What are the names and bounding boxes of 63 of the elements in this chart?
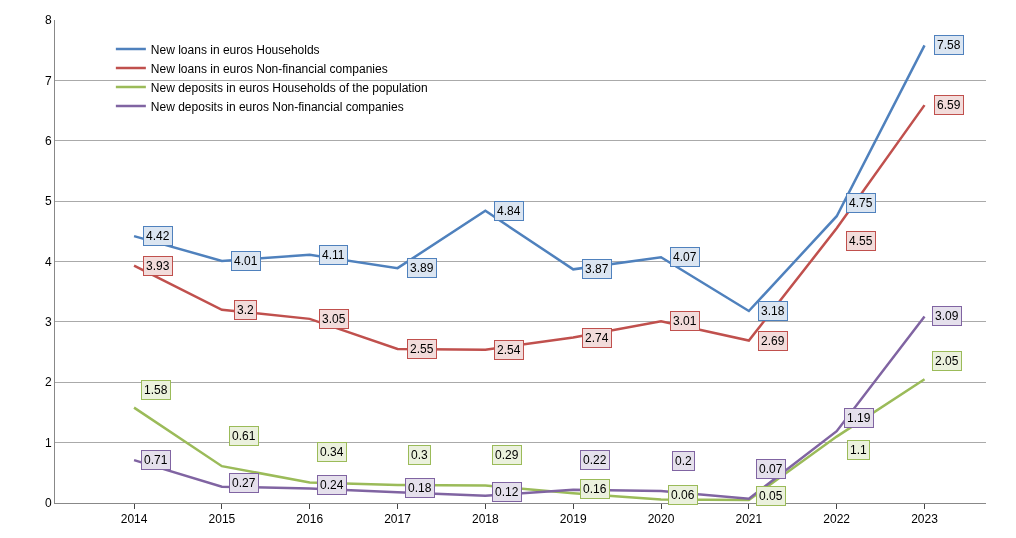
data-label: 4.11 <box>322 248 345 262</box>
data-label: 0.18 <box>408 481 432 495</box>
data-label: 1.58 <box>144 383 168 397</box>
data-label: 0.24 <box>320 478 344 492</box>
y-tick-label: 1 <box>44 435 52 450</box>
legend-label: New deposits in euros Households of the population <box>150 80 428 95</box>
data-label: 0.29 <box>495 448 519 462</box>
data-label: 0.34 <box>320 445 344 459</box>
data-label: 2.74 <box>585 331 609 345</box>
legend-label: New deposits in euros Non-financial companies <box>150 99 404 114</box>
x-tick-label: 2023 <box>911 512 939 527</box>
y-tick-label: 7 <box>44 73 52 88</box>
x-tick-label: 2014 <box>120 512 148 527</box>
x-tick-label: 2021 <box>735 512 763 527</box>
x-tick-label: 2020 <box>647 512 675 527</box>
data-label: 0.71 <box>144 453 168 467</box>
y-tick-label: 4 <box>44 254 52 269</box>
y-tick-label: 6 <box>44 133 52 148</box>
legend-label: New loans in euros Non-financial companies <box>150 61 388 76</box>
data-label: 0.07 <box>759 462 783 476</box>
data-label: 3.18 <box>761 304 785 318</box>
data-label: 3.93 <box>146 259 170 273</box>
y-tick-label: 5 <box>44 194 52 209</box>
data-label: 0.27 <box>232 476 256 490</box>
x-tick-label: 2019 <box>559 512 587 527</box>
y-tick-label: 8 <box>44 13 52 28</box>
data-label: 0.12 <box>495 485 519 499</box>
data-label: 2.05 <box>935 354 959 368</box>
data-label: 4.42 <box>146 229 170 243</box>
data-label: 0.06 <box>671 488 695 502</box>
x-tick-label: 2015 <box>208 512 236 527</box>
data-label: 4.75 <box>849 196 873 210</box>
data-label: 7.58 <box>937 38 961 52</box>
data-label: 3.2 <box>237 303 255 317</box>
data-label: 3.87 <box>585 262 609 276</box>
data-label: 0.16 <box>583 482 607 496</box>
data-label: 0.3 <box>411 448 429 462</box>
y-tick-label: 0 <box>44 496 52 511</box>
data-label: 4.84 <box>497 204 521 218</box>
y-tick-label: 2 <box>44 375 52 390</box>
data-label: 4.01 <box>234 254 258 268</box>
x-tick-label: 2022 <box>823 512 851 527</box>
data-label: 1.1 <box>850 443 868 457</box>
data-label: 1.19 <box>847 411 871 425</box>
data-label: 3.09 <box>935 309 959 323</box>
x-tick-label: 2018 <box>472 512 500 527</box>
data-label: 3.01 <box>673 314 697 328</box>
legend-label: New loans in euros Households <box>150 42 320 57</box>
data-label: 3.05 <box>322 312 346 326</box>
data-label: 0.05 <box>759 489 783 503</box>
y-tick-label: 3 <box>44 315 52 330</box>
x-tick-label: 2017 <box>384 512 412 527</box>
data-label: 0.2 <box>675 454 693 468</box>
x-tick-label: 2016 <box>296 512 324 527</box>
data-label: 6.59 <box>937 98 961 112</box>
data-label: 2.54 <box>497 343 521 357</box>
data-label: 4.07 <box>673 250 697 264</box>
data-label: 0.61 <box>232 429 256 443</box>
data-label: 2.69 <box>761 334 785 348</box>
data-label: 4.55 <box>849 234 873 248</box>
data-label: 3.89 <box>410 261 434 275</box>
data-label: 2.55 <box>410 342 434 356</box>
data-label: 0.22 <box>583 453 607 467</box>
